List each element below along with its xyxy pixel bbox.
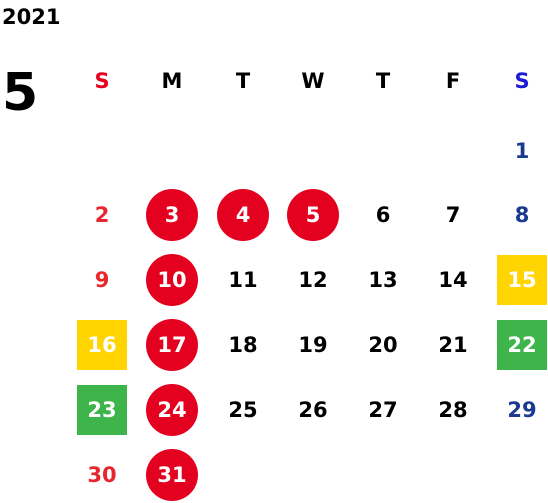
day-cell-1[interactable]: 1 xyxy=(514,139,530,163)
weekday-header: M xyxy=(161,69,183,93)
day-cell-13[interactable]: 13 xyxy=(368,268,398,292)
day-cell-3[interactable]: 3 xyxy=(146,189,198,241)
day-cell-8[interactable]: 8 xyxy=(514,203,530,227)
weekday-header: F xyxy=(445,69,461,93)
day-cell-18[interactable]: 18 xyxy=(228,333,258,357)
day-cell-14[interactable]: 14 xyxy=(438,268,468,292)
weekday-header: W xyxy=(301,69,325,93)
day-cell-24[interactable]: 24 xyxy=(146,384,198,436)
day-cell-20[interactable]: 20 xyxy=(368,333,398,357)
day-cell-4[interactable]: 4 xyxy=(217,189,269,241)
day-cell-29[interactable]: 29 xyxy=(507,398,537,422)
day-cell-15[interactable]: 15 xyxy=(497,255,547,305)
day-cell-7[interactable]: 7 xyxy=(445,203,461,227)
day-cell-23[interactable]: 23 xyxy=(77,385,127,435)
day-cell-21[interactable]: 21 xyxy=(438,333,468,357)
day-cell-17[interactable]: 17 xyxy=(146,319,198,371)
day-cell-25[interactable]: 25 xyxy=(228,398,258,422)
day-cell-27[interactable]: 27 xyxy=(368,398,398,422)
day-cell-22[interactable]: 22 xyxy=(497,320,547,370)
day-cell-6[interactable]: 6 xyxy=(375,203,391,227)
day-cell-9[interactable]: 9 xyxy=(94,268,110,292)
day-cell-26[interactable]: 26 xyxy=(298,398,328,422)
weekday-header: S xyxy=(514,69,530,93)
day-cell-16[interactable]: 16 xyxy=(77,320,127,370)
day-cell-30[interactable]: 30 xyxy=(87,463,117,487)
day-cell-11[interactable]: 11 xyxy=(228,268,258,292)
day-cell-2[interactable]: 2 xyxy=(94,203,110,227)
day-cell-5[interactable]: 5 xyxy=(287,189,339,241)
day-cell-12[interactable]: 12 xyxy=(298,268,328,292)
day-cell-10[interactable]: 10 xyxy=(146,254,198,306)
day-cell-31[interactable]: 31 xyxy=(146,449,198,501)
weekday-header: S xyxy=(94,69,110,93)
day-cell-19[interactable]: 19 xyxy=(298,333,328,357)
year-label: 2021 xyxy=(2,5,61,29)
weekday-header: T xyxy=(375,69,391,93)
weekday-header: T xyxy=(235,69,251,93)
day-cell-28[interactable]: 28 xyxy=(438,398,468,422)
month-label: 5 xyxy=(2,63,39,123)
